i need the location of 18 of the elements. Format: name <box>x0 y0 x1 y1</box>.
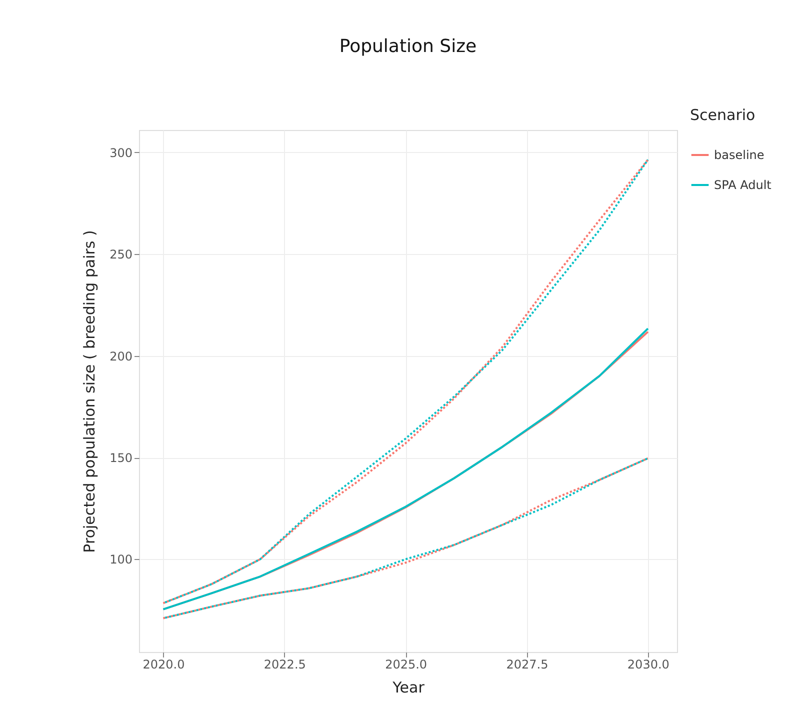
x-axis-title: Year <box>392 678 426 696</box>
legend-label: SPA Adult <box>714 178 772 192</box>
y-tick-label: 150 <box>110 451 132 466</box>
chart-title: Population Size <box>339 36 477 57</box>
y-axis-title: Projected population size ( breeding pairs ) <box>80 230 99 553</box>
y-tick-label: 100 <box>110 552 132 567</box>
line-series <box>162 158 649 604</box>
line-series <box>162 457 649 620</box>
x-tick-label: 2027.5 <box>506 658 548 672</box>
legend-label: baseline <box>714 148 764 162</box>
y-tick-label: 250 <box>110 248 132 262</box>
y-tick-label: 300 <box>110 146 132 160</box>
y-tick-label: 200 <box>110 349 132 364</box>
x-tick-label: 2022.5 <box>264 658 306 672</box>
legend-title: Scenario <box>690 106 756 124</box>
x-tick-label: 2025.0 <box>385 658 428 672</box>
x-tick-label: 2030.0 <box>627 658 670 672</box>
x-tick-label: 2020.0 <box>142 658 185 672</box>
